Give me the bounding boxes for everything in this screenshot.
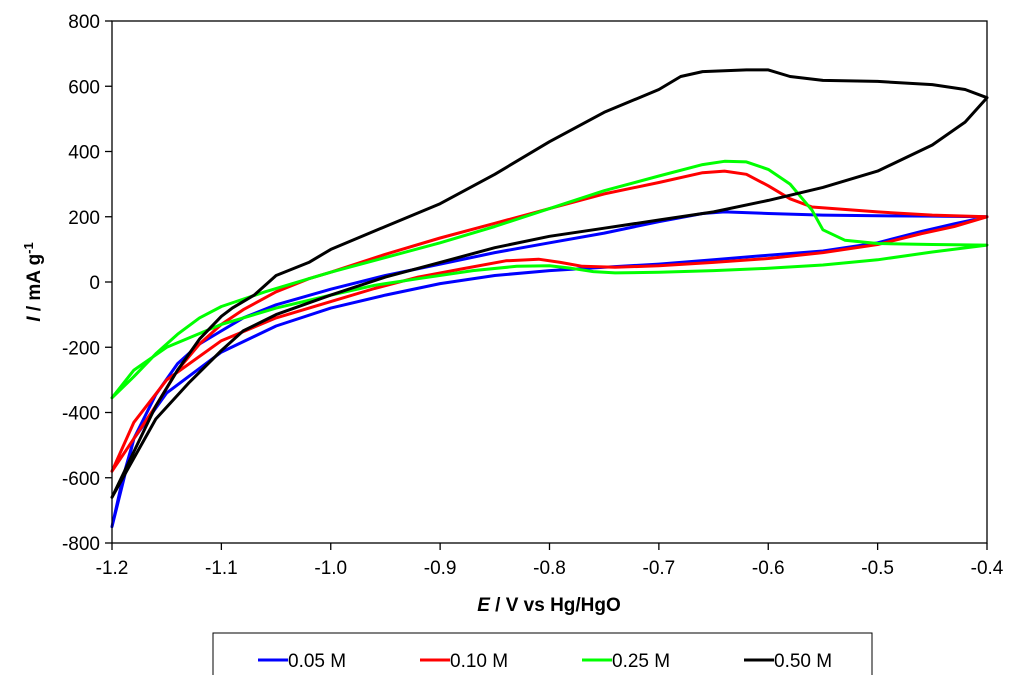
x-tick-label: -0.8 bbox=[533, 558, 566, 579]
y-tick-label: 400 bbox=[68, 143, 100, 164]
x-axis: -1.2 -1.1 -1.0 -0.9 -0.8 -0.7 -0.6 -0.5 -0.4 bbox=[96, 543, 1004, 579]
legend-label-4: 0.50 M bbox=[774, 651, 832, 672]
y-axis-title: I / mA g-1 bbox=[21, 242, 46, 321]
legend-box bbox=[212, 632, 873, 675]
y-axis: -800 -600 -400 -200 0 200 400 600 800 bbox=[62, 12, 112, 555]
y-tick-label: -200 bbox=[62, 338, 100, 359]
x-tick-label: -0.6 bbox=[752, 558, 785, 579]
legend-items: 0.05 M 0.10 M 0.25 M 0.50 M bbox=[258, 651, 832, 672]
x-tick-label: -1.0 bbox=[314, 558, 347, 579]
y-axis-title-exponent: -1 bbox=[21, 242, 36, 254]
y-tick-label: -400 bbox=[62, 404, 100, 425]
y-axis-title-unit: / mA g bbox=[24, 254, 45, 317]
series-line-2 bbox=[110, 169, 989, 473]
x-tick-label: -1.1 bbox=[205, 558, 238, 579]
y-tick-label: 200 bbox=[68, 208, 100, 229]
series-line-1 bbox=[110, 210, 989, 529]
y-axis-title-symbol: I bbox=[24, 316, 45, 322]
x-axis-title-symbol: E bbox=[477, 595, 491, 616]
y-tick-label: -800 bbox=[62, 534, 100, 555]
series-layer bbox=[110, 68, 989, 529]
x-tick-label: -0.9 bbox=[424, 558, 457, 579]
x-axis-title-unit: / V vs Hg/HgO bbox=[490, 595, 621, 616]
legend-label-1: 0.05 M bbox=[288, 651, 346, 672]
y-tick-label: 0 bbox=[89, 273, 100, 294]
x-tick-label: -0.7 bbox=[643, 558, 676, 579]
series-line-3 bbox=[110, 159, 989, 400]
x-tick-label: -0.4 bbox=[971, 558, 1004, 579]
legend-label-3: 0.25 M bbox=[612, 651, 670, 672]
x-axis-title: E / V vs Hg/HgO bbox=[477, 595, 621, 616]
legend-label-2: 0.10 M bbox=[450, 651, 508, 672]
legend: 0.05 M 0.10 M 0.25 M 0.50 M bbox=[212, 632, 873, 675]
y-tick-label: -600 bbox=[62, 469, 100, 490]
y-tick-label: 600 bbox=[68, 77, 100, 98]
x-tick-label: -1.2 bbox=[96, 558, 129, 579]
series-line-4 bbox=[110, 68, 989, 499]
x-tick-label: -0.5 bbox=[861, 558, 894, 579]
y-tick-label: 800 bbox=[68, 12, 100, 33]
